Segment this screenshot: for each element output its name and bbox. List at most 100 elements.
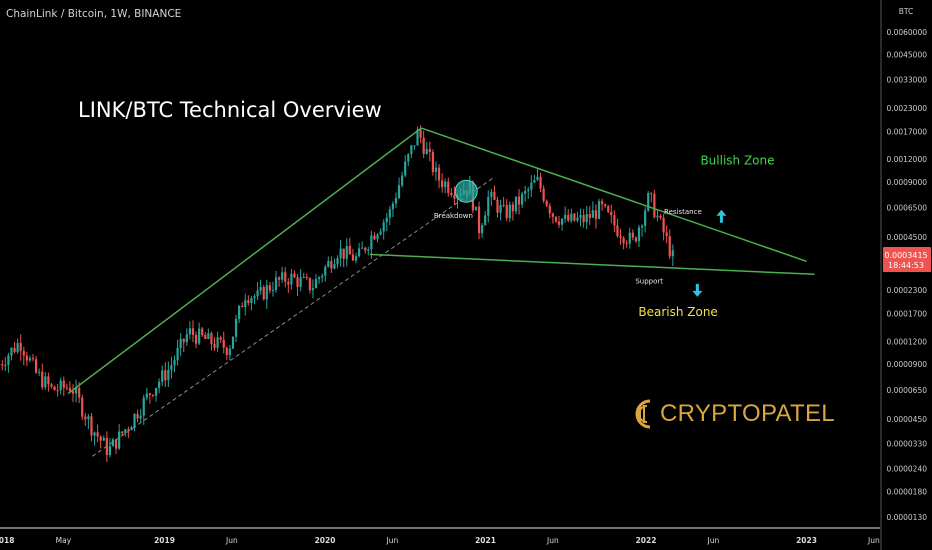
candle-body	[28, 358, 32, 361]
y-tick-label: 0.0000900	[886, 360, 927, 369]
candle-body	[530, 182, 533, 190]
x-tick-label: Jun	[386, 536, 399, 545]
y-tick-label: 0.0009000	[886, 178, 927, 187]
x-tick-label: Jun	[546, 536, 559, 545]
annotation-label: Support	[635, 277, 663, 285]
candle-body	[591, 210, 594, 218]
candle-body	[188, 328, 191, 335]
candle-body	[93, 432, 96, 436]
candle-body	[361, 247, 364, 249]
candle-body	[545, 200, 548, 206]
candle-body	[404, 161, 407, 176]
candle-body	[407, 154, 410, 162]
candles	[0, 125, 674, 462]
y-tick-label: 0.0001700	[886, 310, 927, 319]
trendline-rising-wedge-lower	[91, 177, 494, 457]
x-tick-label: 2023	[796, 536, 817, 545]
candle-body	[437, 167, 441, 181]
y-tick-label: 0.0002300	[886, 286, 927, 295]
candle-body	[487, 196, 490, 216]
candle-body	[477, 206, 481, 234]
x-tick-label: Jun	[867, 536, 880, 545]
candle-body	[382, 222, 385, 232]
candle-body	[148, 393, 152, 395]
symbol-header[interactable]: ChainLink / Bitcoin, 1W, BINANCE	[6, 8, 182, 20]
annotation-label: Resistance	[664, 208, 702, 216]
candle-body	[450, 192, 453, 196]
y-axis[interactable]: 0.0060000 0.0045000 0.0033000 0.0023000 0.00…	[886, 28, 927, 522]
candle-body	[1, 364, 4, 366]
candle-body	[631, 232, 634, 238]
trendline-support	[369, 253, 815, 276]
candle-body	[671, 250, 674, 257]
candle-body	[99, 436, 102, 441]
candle-body	[521, 193, 524, 205]
y-tick-label: 0.0017000	[886, 128, 927, 137]
candle-body	[293, 273, 296, 278]
candle-body	[68, 387, 72, 392]
candle-body	[62, 380, 65, 388]
candle-body	[314, 279, 318, 289]
x-axis[interactable]: 2018 May 2019 Jun 2020 Jun 2021 Jun 2022 Jun 2023 J…	[0, 536, 880, 545]
candle-body	[7, 355, 10, 366]
candle-body	[296, 277, 299, 287]
candle-body	[271, 290, 275, 292]
candle-body	[582, 214, 585, 223]
candle-body	[173, 360, 176, 366]
y-tick-label: 0.0000180	[886, 487, 927, 496]
candle-body	[490, 191, 493, 197]
candle-body	[308, 277, 311, 291]
candle-body	[87, 416, 90, 420]
candle-body	[345, 246, 348, 259]
candle-body	[573, 213, 576, 221]
candle-body	[431, 152, 434, 172]
candle-body	[481, 225, 484, 234]
candle-body	[364, 247, 367, 251]
candle-body	[539, 176, 542, 189]
y-tick-label: 0.0006500	[886, 204, 927, 213]
candle-body	[511, 204, 514, 212]
candle-body	[536, 176, 539, 181]
candle-body	[127, 429, 130, 431]
candle-body	[324, 266, 327, 276]
candle-body	[34, 359, 38, 373]
candle-body	[170, 365, 173, 370]
countdown-label: 18:44:53	[888, 261, 924, 270]
candle-body	[225, 347, 228, 356]
candle-body	[302, 276, 305, 278]
candle-body	[597, 201, 601, 219]
candle-body	[124, 429, 127, 434]
candle-body	[416, 129, 419, 146]
candle-body	[222, 339, 225, 348]
candle-body	[25, 355, 28, 361]
candle-body	[659, 215, 662, 218]
candle-body	[281, 272, 284, 280]
candle-body	[274, 277, 278, 291]
annotations: Bullish Zone Resistance Breakdown Support Be…	[434, 154, 775, 319]
candle-body	[118, 431, 121, 449]
candle-body	[31, 358, 35, 360]
candle-body	[419, 129, 422, 138]
candle-body	[385, 217, 388, 223]
candle-body	[191, 328, 195, 335]
candle-body	[533, 180, 536, 183]
candle-body	[493, 191, 496, 200]
candle-body	[557, 221, 561, 225]
candle-body	[613, 215, 616, 226]
candle-body	[259, 287, 262, 291]
candle-body	[185, 334, 188, 343]
candle-body	[517, 196, 521, 205]
candle-body	[354, 256, 358, 261]
candle-body	[662, 217, 665, 233]
candle-body	[56, 390, 59, 392]
x-tick-label: 2021	[475, 536, 496, 545]
candle-body	[570, 213, 573, 221]
candle-body	[284, 272, 287, 282]
candle-body	[114, 439, 118, 449]
candle-body	[78, 387, 81, 398]
x-tick-label: 2022	[636, 536, 657, 545]
candle-body	[262, 287, 265, 300]
candle-body	[130, 427, 133, 431]
candle-body	[268, 285, 271, 291]
